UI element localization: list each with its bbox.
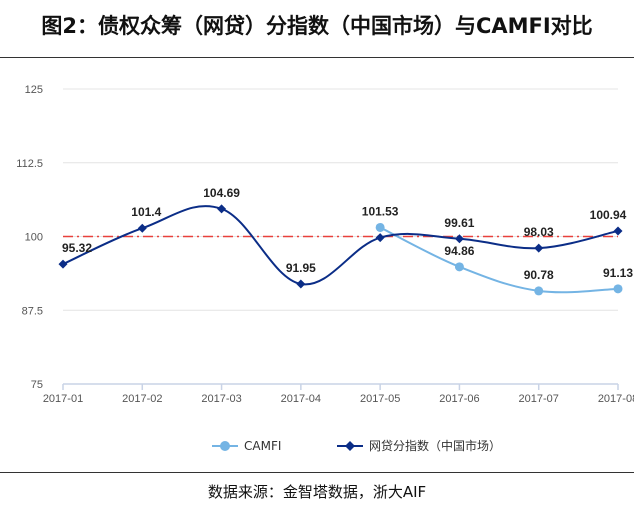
x-tick-label: 2017-02: [122, 393, 162, 405]
y-tick-label: 87.5: [22, 305, 43, 317]
x-tick-label: 2017-05: [360, 393, 400, 405]
index-point: [137, 223, 147, 233]
series-line: [379, 226, 619, 294]
x-tick-label: 2017-08: [598, 393, 634, 405]
legend-item[interactable]: 网贷分指数（中国市场）: [337, 438, 501, 453]
camfi-point: [613, 284, 623, 294]
legend-marker: [220, 441, 230, 451]
camfi-point: [454, 262, 464, 272]
chart-title: 图2：债权众筹（网贷）分指数（中国市场）与CAMFI对比: [41, 14, 593, 38]
data-labels: 101.53 94.86 90.78 91.13 95.32 101.4 104.69 91.…: [62, 186, 633, 282]
data-label: 91.95: [286, 261, 316, 275]
x-tick-label: 2017-07: [519, 393, 559, 405]
index-point: [613, 226, 623, 236]
x-tick-label: 2017-03: [201, 393, 241, 405]
footer-rule: [0, 472, 634, 473]
index-point: [217, 204, 227, 214]
legend[interactable]: CAMFI 网贷分指数（中国市场）: [212, 438, 501, 453]
y-axis: 75 87.5 100 112.5 125: [16, 84, 43, 391]
y-tick-label: 125: [25, 84, 43, 96]
series-group: [58, 204, 623, 296]
data-label: 95.32: [62, 241, 92, 255]
y-tick-label: 100: [25, 232, 43, 244]
data-label: 98.03: [524, 225, 554, 239]
source-note: 数据来源：金智塔数据，浙大AIF: [207, 483, 427, 501]
x-tick-label: 2017-04: [281, 393, 321, 405]
y-tick-label: 112.5: [16, 158, 43, 170]
legend-marker: [345, 441, 355, 451]
legend-label: 网贷分指数（中国市场）: [369, 438, 501, 453]
title-rule: [0, 57, 634, 58]
data-label: 100.94: [590, 208, 627, 222]
y-tick-label: 75: [31, 379, 43, 391]
data-label: 91.13: [603, 266, 633, 280]
legend-label: CAMFI: [244, 439, 281, 453]
index-point: [375, 233, 385, 243]
index-point: [454, 234, 464, 244]
data-label: 101.4: [131, 205, 161, 219]
data-label: 99.61: [444, 216, 474, 230]
index-point: [296, 279, 306, 289]
x-axis: 2017-01 2017-02 2017-03 2017-04 2017-05 2017-…: [43, 383, 634, 405]
series-line: [62, 205, 619, 286]
data-label: 90.78: [524, 268, 554, 282]
camfi-point: [375, 222, 385, 232]
legend-item[interactable]: CAMFI: [212, 439, 281, 453]
data-label: 94.86: [444, 244, 474, 258]
camfi-point: [534, 286, 544, 296]
index-point: [534, 243, 544, 253]
data-label: 101.53: [362, 204, 399, 218]
x-tick-label: 2017-01: [43, 393, 83, 405]
data-label: 104.69: [203, 186, 240, 200]
x-tick-label: 2017-06: [439, 393, 479, 405]
index-point: [58, 259, 68, 269]
